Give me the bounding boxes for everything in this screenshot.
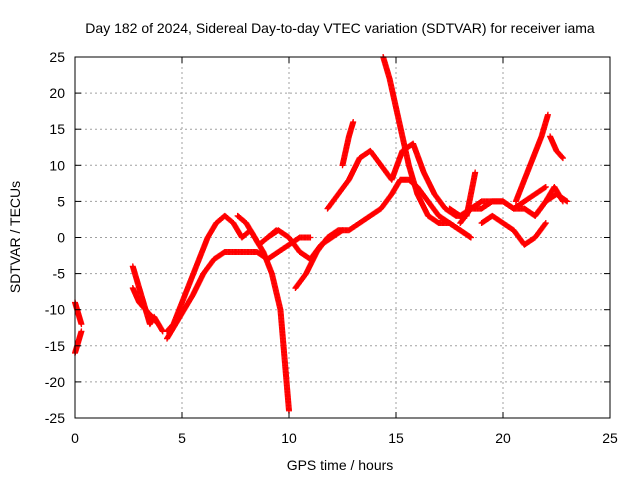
data-point <box>472 169 479 176</box>
series-track-f <box>164 234 314 342</box>
y-tick-label: 20 <box>49 85 65 101</box>
y-tick-label: 5 <box>57 193 65 209</box>
x-tick-label: 5 <box>178 430 186 446</box>
series-track-b <box>72 328 85 357</box>
series-track-i <box>292 176 474 292</box>
y-tick-label: 15 <box>49 121 65 137</box>
data-point <box>559 154 566 161</box>
series-track-k <box>339 118 357 169</box>
x-tick-label: 0 <box>71 430 79 446</box>
data-point <box>542 183 549 190</box>
x-tick-label: 25 <box>602 430 618 446</box>
data-point <box>544 111 551 118</box>
chart-title: Day 182 of 2024, Sidereal Day-to-day VTE… <box>85 20 595 36</box>
data-point <box>466 233 473 240</box>
series-track-g <box>234 212 292 414</box>
series-track-o <box>478 212 549 248</box>
series-track-q <box>547 133 566 162</box>
y-tick-label: 25 <box>49 49 65 65</box>
data-point <box>541 184 548 191</box>
data-point <box>467 234 474 241</box>
y-tick-label: -5 <box>53 266 66 282</box>
data-point <box>78 321 85 328</box>
series-track-l <box>380 54 474 241</box>
data-point <box>350 118 357 125</box>
x-ticks: 0 5 10 15 20 25 <box>71 57 618 446</box>
y-tick-label: -20 <box>45 374 65 390</box>
data-point <box>542 221 549 228</box>
y-tick-label: -15 <box>45 338 65 354</box>
series-track-p <box>512 111 551 205</box>
data-point <box>154 320 161 327</box>
x-tick-label: 20 <box>495 430 511 446</box>
data-point <box>559 155 566 162</box>
series-track-n <box>457 191 571 227</box>
y-tick-label: 0 <box>57 230 65 246</box>
x-tick-label: 15 <box>388 430 404 446</box>
series-track-j <box>324 140 479 219</box>
y-axis-label: SDTVAR / TECUs <box>7 181 23 293</box>
data-point <box>542 220 549 227</box>
series-track-r <box>532 183 566 219</box>
data-point <box>155 321 162 328</box>
series-track-a <box>72 299 85 328</box>
series-track-d <box>129 285 162 328</box>
data-point <box>307 234 314 241</box>
x-tick-label: 10 <box>281 430 297 446</box>
x-axis-label: GPS time / hours <box>287 457 394 473</box>
y-tick-label: -10 <box>45 302 65 318</box>
data-point <box>78 328 85 335</box>
y-tick-label: -25 <box>45 410 65 426</box>
y-ticks: -25 -20 -15 -10 -5 0 5 10 15 20 25 <box>45 49 610 426</box>
data-point <box>559 198 566 205</box>
y-tick-label: 10 <box>49 157 65 173</box>
grid-layer <box>75 57 610 418</box>
data-layer <box>72 54 571 414</box>
